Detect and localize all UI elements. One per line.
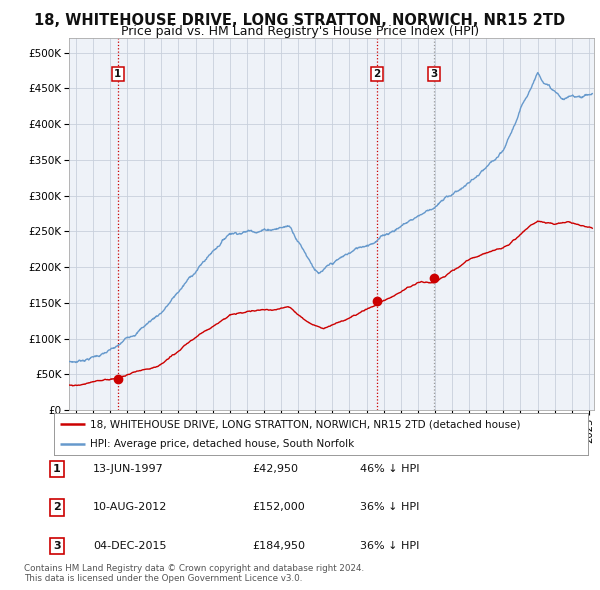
Text: 13-JUN-1997: 13-JUN-1997 (93, 464, 164, 474)
Text: Contains HM Land Registry data © Crown copyright and database right 2024.
This d: Contains HM Land Registry data © Crown c… (24, 563, 364, 583)
Text: 04-DEC-2015: 04-DEC-2015 (93, 541, 167, 550)
Text: 10-AUG-2012: 10-AUG-2012 (93, 503, 167, 512)
Text: Price paid vs. HM Land Registry's House Price Index (HPI): Price paid vs. HM Land Registry's House … (121, 25, 479, 38)
Text: 2: 2 (374, 69, 381, 79)
Text: 18, WHITEHOUSE DRIVE, LONG STRATTON, NORWICH, NR15 2TD: 18, WHITEHOUSE DRIVE, LONG STRATTON, NOR… (34, 13, 566, 28)
Text: HPI: Average price, detached house, South Norfolk: HPI: Average price, detached house, Sout… (91, 439, 355, 449)
Text: £152,000: £152,000 (252, 503, 305, 512)
Text: 3: 3 (53, 541, 61, 550)
Text: 46% ↓ HPI: 46% ↓ HPI (360, 464, 419, 474)
Text: 18, WHITEHOUSE DRIVE, LONG STRATTON, NORWICH, NR15 2TD (detached house): 18, WHITEHOUSE DRIVE, LONG STRATTON, NOR… (91, 419, 521, 430)
Text: 2: 2 (53, 503, 61, 512)
Text: 36% ↓ HPI: 36% ↓ HPI (360, 541, 419, 550)
Text: 1: 1 (53, 464, 61, 474)
Text: £42,950: £42,950 (252, 464, 298, 474)
Text: 3: 3 (430, 69, 437, 79)
Text: 1: 1 (114, 69, 121, 79)
Text: £184,950: £184,950 (252, 541, 305, 550)
Text: 36% ↓ HPI: 36% ↓ HPI (360, 503, 419, 512)
